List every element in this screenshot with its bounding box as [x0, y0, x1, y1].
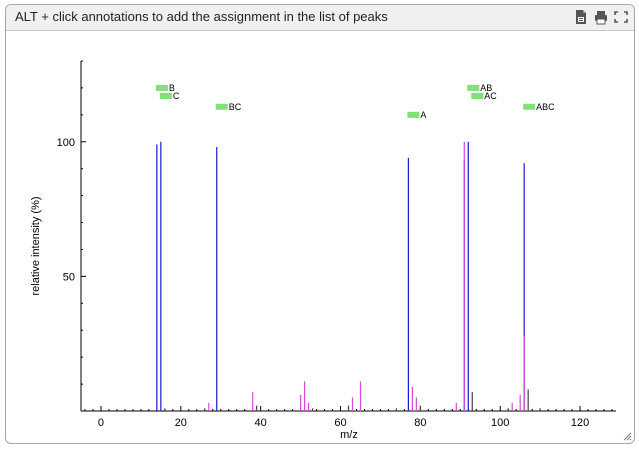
annotation-label: AC: [484, 91, 497, 101]
chart-axes: 0 20 40 60 80 100 120 50 100: [57, 60, 616, 429]
annotation-bar: [215, 103, 228, 110]
export-pdf-icon[interactable]: [574, 9, 588, 25]
annotation-bar: [407, 111, 420, 118]
x-tick-label: 40: [255, 417, 267, 429]
x-tick-label: 120: [571, 417, 589, 429]
annotation-label: A: [420, 110, 426, 120]
x-tick-label: 100: [491, 417, 509, 429]
x-tick-label: 20: [175, 417, 187, 429]
x-tick-label: 0: [98, 417, 104, 429]
annotation-bar: [523, 103, 536, 110]
resize-handle[interactable]: [623, 432, 632, 441]
annotation-label: ABC: [536, 102, 555, 112]
y-tick-label: 100: [57, 137, 75, 149]
annotation-bar: [155, 84, 168, 91]
fullscreen-icon[interactable]: [614, 9, 628, 25]
y-axis-label: relative intensity (%): [30, 196, 42, 295]
chart-marks: [156, 141, 541, 411]
y-tick-label: 50: [63, 271, 75, 283]
x-axis-label: m/z: [340, 429, 358, 441]
x-tick-label: 80: [414, 417, 426, 429]
x-tick-label: 60: [334, 417, 346, 429]
annotation-label: C: [173, 91, 180, 101]
panel-toolbar: [574, 9, 628, 25]
annotation-bar: [471, 93, 484, 99]
annotation-label: BC: [229, 102, 242, 112]
panel-header: ALT + click annotations to add the assig…: [6, 5, 634, 31]
spectrum-panel: ALT + click annotations to add the assig…: [5, 4, 635, 444]
annotation-label: AB: [480, 83, 492, 93]
annotation-bar: [159, 93, 172, 99]
annotation-label: B: [169, 83, 175, 93]
panel-title: ALT + click annotations to add the assig…: [15, 9, 388, 24]
annotation-bar: [467, 84, 480, 91]
print-icon[interactable]: [594, 9, 608, 25]
